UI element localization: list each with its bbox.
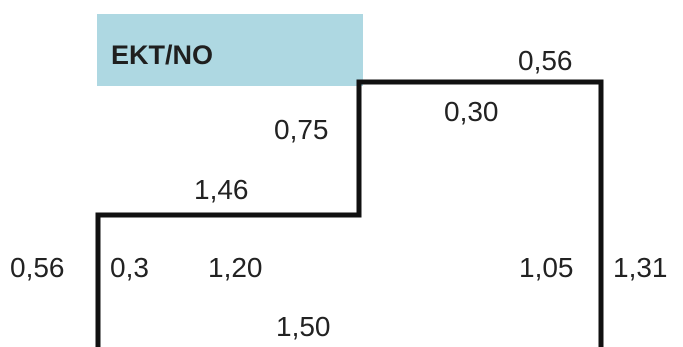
dim-right-outer-height: 1,31 [613,252,668,283]
header-highlight-box [97,14,363,86]
dim-upper-step-width: 0,30 [444,96,499,127]
dim-lower-step-width: 1,46 [194,174,249,205]
dim-left-outer-height: 0,56 [10,252,65,283]
dim-left-inner-small: 0,3 [110,252,149,283]
dim-right-inner-height: 1,05 [519,252,574,283]
stepped-outline [95,79,604,347]
dim-left-inner-height: 1,20 [208,252,263,283]
header-label: EKT/NO [111,40,214,70]
dim-bottom-width: 1,50 [276,311,331,342]
dim-top-right-width: 0,56 [518,45,573,76]
dim-step-riser-height: 0,75 [274,114,329,145]
